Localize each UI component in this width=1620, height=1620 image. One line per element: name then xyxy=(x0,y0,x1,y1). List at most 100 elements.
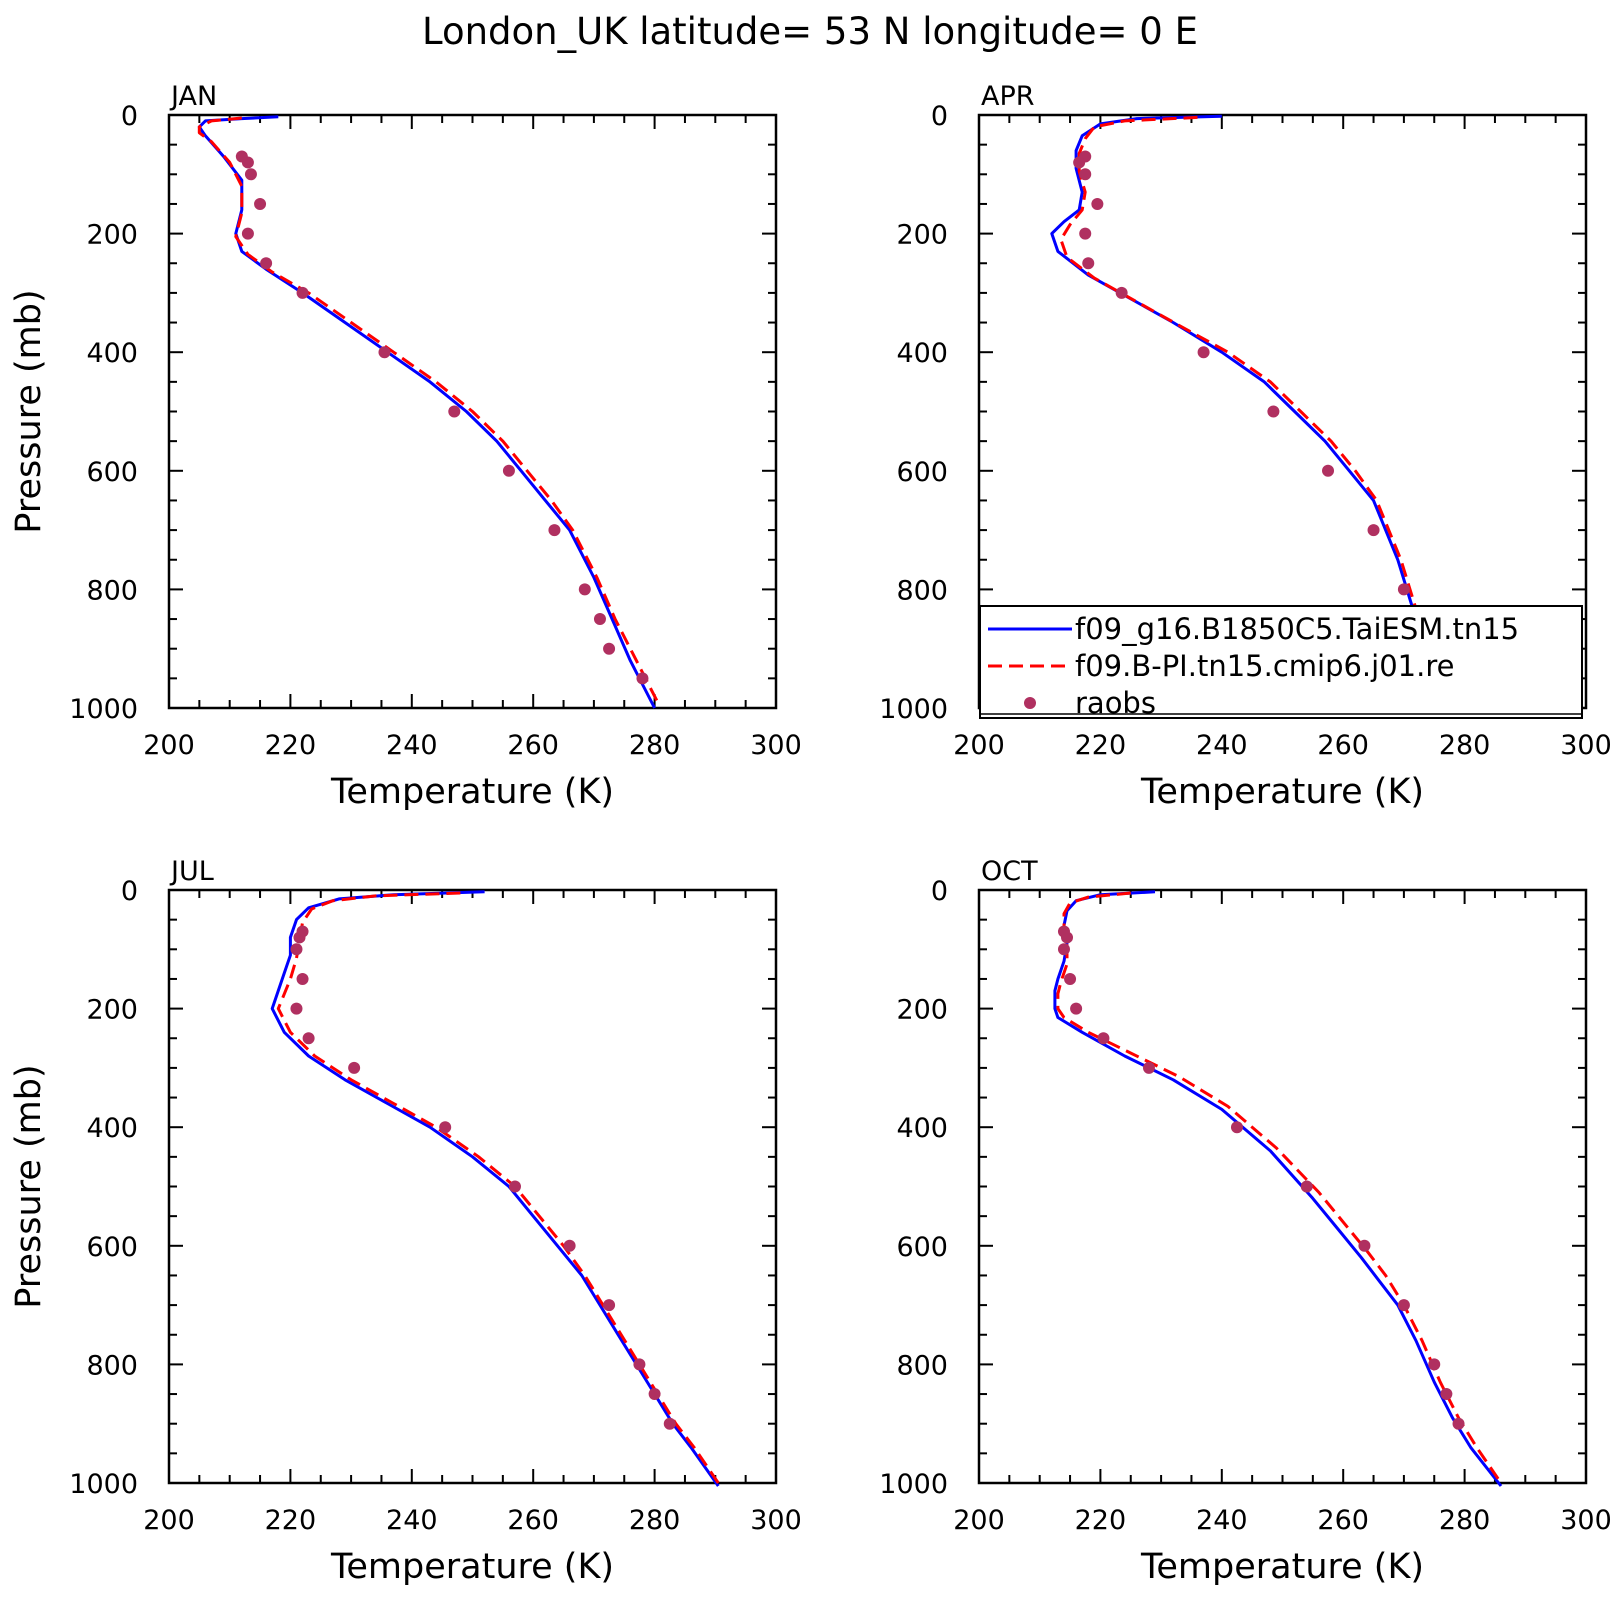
raobs-point xyxy=(1300,1180,1313,1193)
legend: f09_g16.B1850C5.TaiESM.tn15f09.B-PI.tn15… xyxy=(979,605,1583,720)
raobs-point xyxy=(293,931,306,944)
x-tick-label: 300 xyxy=(1560,1505,1612,1536)
raobs-point xyxy=(633,1358,646,1371)
panel-oct: OCT 200 220 240 260 280 300 0 200 400 600 800 1000 Te… xyxy=(879,856,1611,1587)
raobs-point xyxy=(1082,257,1095,270)
raobs-point xyxy=(1115,286,1128,299)
y-tick-label: 0 xyxy=(121,101,138,132)
y-tick-label: 600 xyxy=(896,457,948,488)
y-tick-label: 1000 xyxy=(879,694,948,725)
raobs-point xyxy=(448,405,461,418)
x-tick-label: 200 xyxy=(143,730,195,761)
x-tick-label: 240 xyxy=(1196,1505,1248,1536)
y-tick-label: 600 xyxy=(86,1232,138,1263)
raobs-point xyxy=(1397,583,1410,596)
y-tick-label: 400 xyxy=(896,1113,948,1144)
x-tick-label: 260 xyxy=(1317,1505,1369,1536)
raobs-point xyxy=(378,346,391,359)
panel-title-jul: JUL xyxy=(169,856,214,887)
x-tick-label: 280 xyxy=(1439,1505,1491,1536)
raobs-point xyxy=(1097,1032,1110,1045)
x-tick-label: 240 xyxy=(386,1505,438,1536)
raobs-point xyxy=(663,1417,676,1430)
panel-apr: APR 200 220 240 260 280 300 0 200 400 600 800 1000 Te… xyxy=(879,81,1611,812)
y-tick-label: 400 xyxy=(86,338,138,369)
y-axis-label: Pressure (mb) xyxy=(9,289,49,533)
series-line-f09-g16-b1850c5-taiesm-tn15 xyxy=(270,890,720,1487)
x-tick-label: 260 xyxy=(507,730,559,761)
x-axis-label: Temperature (K) xyxy=(1140,1547,1424,1587)
x-tick-label: 200 xyxy=(143,1505,195,1536)
raobs-point xyxy=(636,672,649,685)
x-tick-label: 240 xyxy=(386,730,438,761)
x-tick-label: 280 xyxy=(629,1505,681,1536)
y-tick-label: 200 xyxy=(86,220,138,251)
y-tick-label: 400 xyxy=(896,338,948,369)
series-line-f09-g16-b1850c5-taiesm-tn15 xyxy=(1053,890,1503,1487)
raobs-point xyxy=(1079,227,1092,240)
raobs-point xyxy=(1267,405,1280,418)
raobs-point xyxy=(290,1002,303,1015)
x-tick-label: 300 xyxy=(750,730,802,761)
raobs-point xyxy=(1322,464,1335,477)
y-tick-label: 800 xyxy=(86,1350,138,1381)
raobs-point xyxy=(1057,943,1070,956)
y-axis-label: Pressure (mb) xyxy=(9,1064,49,1308)
raobs-point xyxy=(244,168,257,181)
raobs-point xyxy=(439,1121,452,1134)
raobs-point xyxy=(1452,1417,1465,1430)
series-line-f09-b-pi-tn15-cmip6-j01-re xyxy=(1056,891,1503,1484)
x-axis-label: Temperature (K) xyxy=(330,1547,614,1587)
series-line-f09-b-pi-tn15-cmip6-j01-re xyxy=(1059,115,1484,709)
raobs-point xyxy=(502,464,515,477)
raobs-point xyxy=(1142,1061,1155,1074)
raobs-point xyxy=(241,227,254,240)
raobs-point xyxy=(1073,156,1086,169)
raobs-point xyxy=(578,583,591,596)
panel-title-apr: APR xyxy=(981,81,1035,112)
x-axis-label: Temperature (K) xyxy=(1140,772,1424,812)
legend-label: raobs xyxy=(1075,686,1156,720)
x-tick-label: 300 xyxy=(1560,730,1612,761)
y-tick-label: 800 xyxy=(896,575,948,606)
x-tick-label: 260 xyxy=(1317,730,1369,761)
y-tick-label: 0 xyxy=(931,101,948,132)
raobs-point xyxy=(296,286,309,299)
raobs-point xyxy=(1358,1239,1371,1252)
y-tick-label: 200 xyxy=(86,995,138,1026)
y-tick-label: 600 xyxy=(86,457,138,488)
raobs-point xyxy=(648,1388,661,1401)
raobs-point xyxy=(603,1299,616,1312)
panel-jul: JUL 200 220 240 260 280 300 0 200 400 600 800 1000 Te… xyxy=(9,856,802,1587)
x-tick-label: 300 xyxy=(750,1505,802,1536)
panel-jan: JAN 200 220 240 260 280 300 0 200 400 600 800 1000 Te… xyxy=(9,81,802,812)
raobs-point xyxy=(241,156,254,169)
y-tick-label: 600 xyxy=(896,1232,948,1263)
raobs-point xyxy=(603,642,616,655)
y-tick-label: 400 xyxy=(86,1113,138,1144)
x-tick-label: 200 xyxy=(953,1505,1005,1536)
x-tick-label: 220 xyxy=(265,1505,317,1536)
figure-title: London_UK latitude= 53 N longitude= 0 E xyxy=(422,10,1198,53)
series-line-f09-b-pi-tn15-cmip6-j01-re xyxy=(197,116,659,703)
legend-swatch-dot xyxy=(1024,697,1036,709)
raobs-point xyxy=(1064,972,1077,985)
x-axis-label: Temperature (K) xyxy=(330,772,614,812)
legend-label: f09_g16.B1850C5.TaiESM.tn15 xyxy=(1075,612,1519,646)
raobs-point xyxy=(1091,197,1104,210)
panel-title-jan: JAN xyxy=(169,81,217,112)
raobs-point xyxy=(1230,1121,1243,1134)
x-tick-label: 280 xyxy=(629,730,681,761)
raobs-point xyxy=(1367,524,1380,537)
x-tick-label: 240 xyxy=(1196,730,1248,761)
x-tick-label: 260 xyxy=(507,1505,559,1536)
legend-box xyxy=(979,605,1583,719)
raobs-point xyxy=(290,943,303,956)
raobs-point xyxy=(302,1032,315,1045)
y-tick-label: 1000 xyxy=(879,1469,948,1500)
raobs-point xyxy=(1197,346,1210,359)
y-tick-label: 0 xyxy=(121,876,138,907)
series-line-f09-g16-b1850c5-taiesm-tn15 xyxy=(197,115,656,709)
x-tick-label: 220 xyxy=(1075,1505,1127,1536)
